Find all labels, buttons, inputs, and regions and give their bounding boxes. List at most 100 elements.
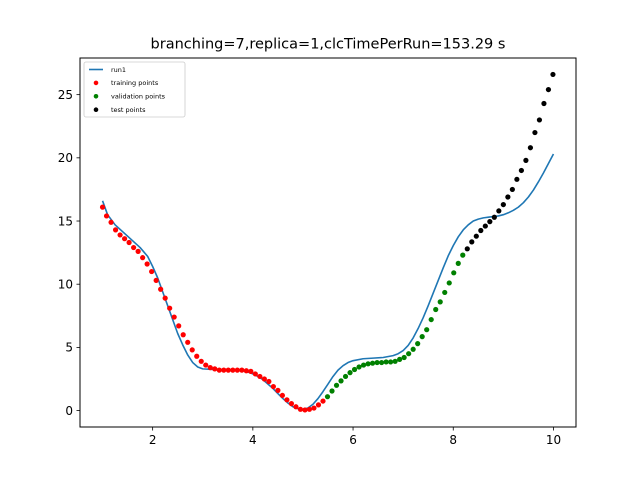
legend-label: test points: [111, 106, 146, 114]
x-tick-label: 6: [349, 433, 357, 447]
data-point-training-points: [225, 367, 231, 373]
data-point-validation-points: [446, 280, 452, 286]
x-tick-label: 4: [249, 433, 257, 447]
data-point-validation-points: [365, 361, 371, 367]
data-point-training-points: [239, 367, 245, 373]
legend: run1 training points validation points test…: [83, 61, 186, 118]
data-point-training-points: [162, 295, 168, 301]
data-point-test-points: [536, 117, 543, 123]
data-point-validation-points: [374, 359, 380, 366]
data-point-training-points: [257, 373, 263, 380]
data-point-training-points: [261, 376, 267, 382]
y-tick-label: 10: [58, 278, 73, 292]
data-point-training-points: [203, 362, 209, 368]
data-point-training-points: [221, 367, 227, 373]
data-point-validation-points: [347, 370, 353, 376]
data-point-test-points: [482, 223, 488, 229]
legend-swatch-marker: [93, 94, 99, 99]
data-point-training-points: [158, 286, 164, 292]
data-point-validation-points: [383, 359, 389, 365]
legend-swatch-marker: [93, 80, 99, 86]
data-point-training-points: [230, 367, 236, 373]
series-line-run1: [101, 153, 555, 411]
data-point-training-points: [108, 219, 114, 225]
data-point-training-points: [207, 365, 213, 371]
data-point-training-points: [153, 277, 159, 284]
data-point-training-points: [288, 401, 295, 407]
data-point-training-points: [126, 239, 132, 246]
data-point-validation-points: [433, 306, 439, 313]
data-point-training-points: [112, 227, 119, 233]
data-point-training-points: [320, 398, 326, 404]
data-point-validation-points: [324, 394, 331, 400]
data-point-training-points: [266, 378, 272, 385]
data-point-training-points: [176, 323, 182, 329]
data-point-training-points: [275, 387, 281, 393]
data-point-training-points: [270, 383, 276, 390]
data-point-training-points: [198, 358, 204, 364]
data-point-validation-points: [401, 354, 407, 361]
data-point-training-points: [135, 248, 141, 254]
data-point-training-points: [194, 353, 200, 359]
data-point-validation-points: [455, 260, 461, 266]
data-point-test-points: [532, 129, 538, 136]
data-point-validation-points: [333, 382, 340, 388]
y-tick-label: 15: [58, 214, 73, 228]
data-point-training-points: [140, 255, 146, 261]
data-point-validation-points: [442, 289, 448, 296]
data-point-training-points: [144, 261, 150, 267]
legend-label: run1: [111, 66, 126, 74]
data-point-training-points: [248, 368, 254, 374]
x-tick-label: 2: [149, 433, 157, 447]
data-point-training-points: [252, 371, 258, 377]
data-point-test-points: [514, 176, 520, 182]
data-point-validation-points: [342, 373, 349, 380]
data-point-training-points: [293, 404, 299, 410]
legend-label: validation points: [111, 93, 166, 101]
data-point-training-points: [216, 367, 222, 373]
data-point-validation-points: [419, 334, 425, 340]
data-point-test-points: [500, 201, 506, 208]
x-axis: 2 4 6 8 10: [149, 427, 561, 447]
data-point-validation-points: [369, 360, 376, 366]
data-point-test-points: [523, 157, 529, 163]
data-point-validation-points: [329, 388, 335, 394]
data-point-validation-points: [406, 351, 412, 357]
data-point-training-points: [284, 397, 290, 403]
data-point-training-points: [189, 347, 195, 353]
legend-swatch-marker: [93, 107, 99, 112]
data-point-validation-points: [437, 299, 443, 305]
legend-box: [83, 61, 186, 118]
data-point-test-points: [541, 100, 547, 107]
data-point-validation-points: [356, 364, 362, 370]
y-tick-label: 5: [65, 341, 73, 355]
data-point-test-points: [491, 214, 497, 220]
data-point-test-points: [505, 194, 511, 200]
data-point-training-points: [103, 213, 110, 219]
data-point-training-points: [234, 367, 240, 373]
data-point-validation-points: [428, 316, 434, 323]
data-point-validation-points: [338, 378, 344, 384]
data-point-training-points: [167, 305, 173, 311]
data-point-validation-points: [460, 252, 466, 258]
data-point-test-points: [545, 86, 552, 93]
data-point-test-points: [527, 145, 534, 151]
data-point-training-points: [131, 244, 137, 251]
y-tick-label: 25: [58, 88, 73, 102]
data-point-validation-points: [424, 327, 430, 333]
data-point-test-points: [469, 239, 475, 245]
axes-frame: [79, 57, 577, 428]
data-point-validation-points: [360, 362, 367, 368]
data-point-training-points: [180, 332, 186, 338]
data-point-training-points: [306, 406, 313, 412]
data-point-validation-points: [410, 346, 416, 352]
data-point-training-points: [212, 366, 218, 372]
data-point-training-points: [243, 368, 249, 374]
data-point-training-points: [99, 204, 106, 210]
data-point-test-points: [509, 186, 515, 193]
y-tick-label: 0: [65, 404, 73, 418]
data-point-training-points: [185, 339, 191, 345]
legend-label: training points: [111, 79, 159, 87]
data-point-training-points: [117, 232, 123, 238]
data-point-validation-points: [451, 270, 457, 276]
